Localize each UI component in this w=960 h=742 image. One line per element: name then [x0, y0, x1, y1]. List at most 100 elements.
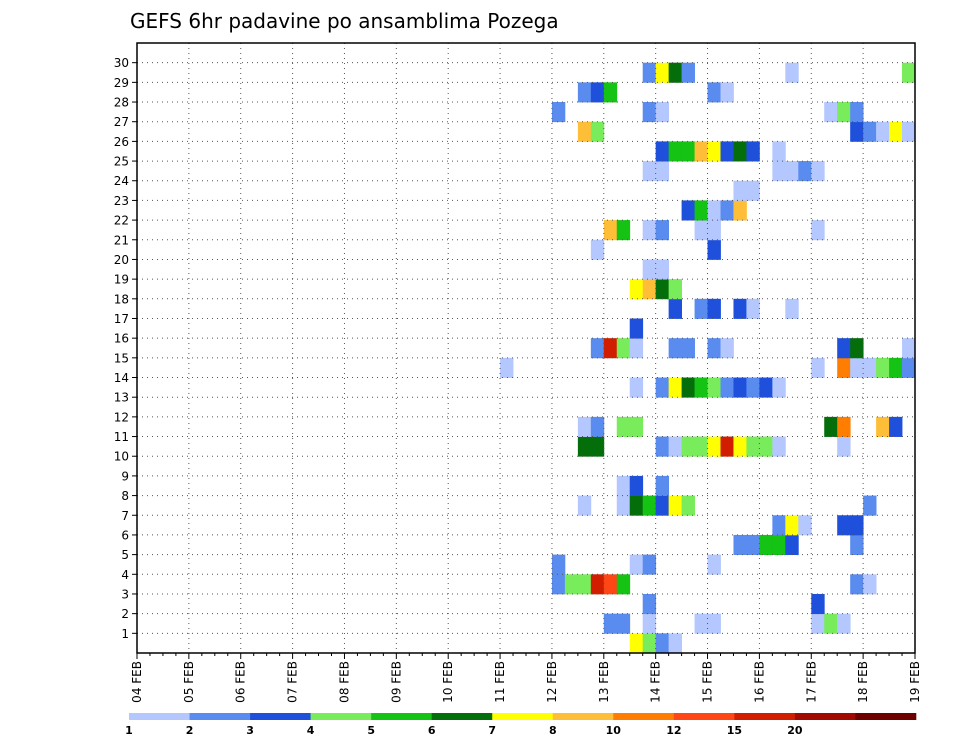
heatmap-cell	[681, 377, 695, 398]
heatmap-cell	[551, 102, 566, 123]
heatmap-cell	[590, 436, 605, 457]
heatmap-cell	[837, 515, 851, 536]
heatmap-cell	[642, 633, 657, 654]
heatmap-cell	[863, 574, 877, 595]
y-tick-label: 7	[121, 509, 129, 523]
heatmap-cell	[655, 436, 670, 457]
heatmap-cell	[707, 298, 721, 319]
y-tick-label: 12	[114, 410, 129, 424]
heatmap-cell	[707, 338, 721, 359]
heatmap-cell	[681, 200, 695, 221]
heatmap-cell	[616, 574, 631, 595]
heatmap-cell	[616, 495, 631, 516]
heatmap-cell	[720, 200, 734, 221]
heatmap-cell	[850, 515, 864, 536]
heatmap-cell	[629, 554, 644, 575]
heatmap-cell	[850, 534, 864, 556]
heatmap-cell	[629, 279, 644, 300]
heatmap-cell	[616, 613, 631, 634]
y-tick-label: 19	[114, 273, 129, 287]
y-tick-label: 11	[114, 430, 129, 444]
heatmap-cell	[850, 338, 864, 359]
heatmap-cell	[798, 161, 812, 182]
heatmap-cell	[603, 613, 618, 634]
heatmap-cell	[811, 357, 825, 378]
heatmap-cell	[837, 357, 851, 378]
heatmap-cell	[837, 338, 851, 359]
y-tick-label: 6	[121, 528, 129, 542]
heatmap-cell	[837, 613, 851, 634]
heatmap-cell	[772, 515, 786, 536]
heatmap-cell	[785, 161, 799, 182]
y-tick-label: 17	[114, 312, 129, 326]
y-tick-label: 9	[121, 469, 129, 483]
heatmap-cell	[655, 495, 670, 516]
heatmap-cell	[603, 574, 618, 595]
heatmap-cell	[746, 141, 760, 162]
x-tick-label: 15 FEB	[701, 661, 715, 703]
heatmap-cell	[707, 239, 721, 260]
heatmap-cell	[681, 436, 695, 457]
heatmap-cell	[577, 416, 592, 437]
heatmap-cell	[629, 495, 644, 516]
heatmap-cell	[720, 338, 734, 359]
colorbar-label: 1	[125, 724, 133, 737]
y-tick-label: 10	[114, 450, 129, 464]
chart-title: GEFS 6hr padavine po ansamblima Pozega	[130, 9, 559, 33]
heatmap-cell	[551, 574, 566, 595]
heatmap-cell	[720, 82, 734, 103]
heatmap-cell	[564, 574, 579, 595]
colorbar-label: 7	[488, 724, 496, 737]
heatmap-cell	[603, 82, 618, 103]
heatmap-cells	[500, 62, 916, 654]
heatmap-cell	[837, 102, 851, 123]
colorbar-swatch	[552, 713, 614, 720]
heatmap-cell	[642, 62, 657, 83]
heatmap-cell	[707, 82, 721, 103]
heatmap-cell	[746, 377, 760, 398]
heatmap-cell	[772, 534, 786, 556]
x-tick-label: 08 FEB	[337, 661, 351, 703]
heatmap-cell	[655, 161, 670, 182]
heatmap-cell	[551, 554, 566, 575]
heatmap-cell	[681, 338, 695, 359]
heatmap-cell	[746, 436, 760, 457]
heatmap-cell	[577, 121, 592, 142]
y-tick-label: 23	[114, 194, 129, 208]
heatmap-cell	[590, 416, 605, 437]
heatmap-cell	[616, 220, 631, 241]
heatmap-cell	[733, 141, 747, 162]
heatmap-cell	[655, 62, 670, 83]
colorbar-swatch	[250, 713, 311, 720]
x-tick-label: 11 FEB	[493, 661, 507, 703]
heatmap-cell	[694, 613, 708, 634]
heatmap-cell	[668, 62, 682, 83]
heatmap-cell	[694, 377, 708, 398]
heatmap-cell	[850, 121, 864, 142]
heatmap-cell	[642, 495, 657, 516]
heatmap-cell	[811, 613, 825, 634]
heatmap-cell	[616, 475, 631, 496]
heatmap-cell	[694, 436, 708, 457]
heatmap-cell	[733, 534, 747, 556]
colorbar-label: 6	[428, 724, 436, 737]
heatmap-cell	[668, 141, 682, 162]
heatmap-cell	[603, 338, 618, 359]
colorbar-swatch	[734, 713, 796, 720]
colorbar-swatch	[310, 713, 372, 720]
heatmap-cell	[668, 279, 682, 300]
heatmap-cell	[694, 298, 708, 319]
colorbar-swatch	[855, 713, 917, 720]
colorbar-label: 20	[787, 724, 803, 737]
heatmap-cell	[577, 436, 592, 457]
heatmap-cell	[902, 338, 916, 359]
y-tick-label: 1	[121, 627, 129, 641]
heatmap-cell	[642, 102, 657, 123]
heatmap-cell	[785, 515, 799, 536]
heatmap-cell	[642, 220, 657, 241]
heatmap-cell	[655, 475, 670, 496]
heatmap-cell	[629, 633, 644, 654]
y-tick-label: 14	[114, 371, 129, 385]
heatmap-cell	[824, 416, 838, 437]
heatmap-cell	[759, 377, 773, 398]
